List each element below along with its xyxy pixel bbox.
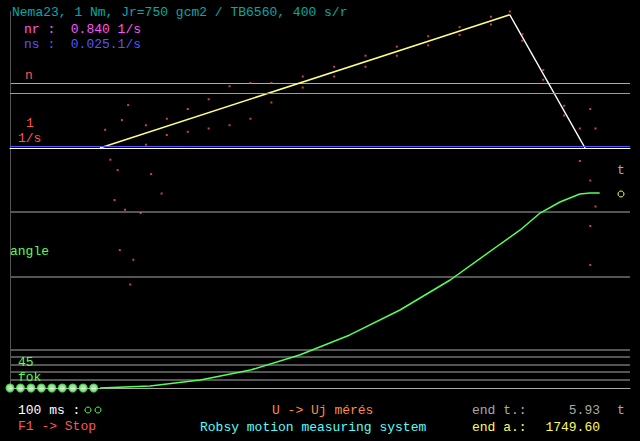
svg-text:Nema23, 1 Nm, Jr=750 gcm2 / TB: Nema23, 1 Nm, Jr=750 gcm2 / TB6560, 400 … bbox=[12, 5, 347, 20]
svg-text:100 ms :: 100 ms : bbox=[18, 403, 80, 418]
svg-text:t: t bbox=[617, 163, 625, 178]
svg-text:ns : 0.025.1/s: ns : 0.025.1/s bbox=[24, 37, 141, 52]
svg-text:45: 45 bbox=[18, 355, 34, 370]
svg-text:nr : 0.840 1/s: nr : 0.840 1/s bbox=[24, 22, 141, 37]
svg-text:1: 1 bbox=[26, 116, 34, 131]
svg-text:t: t bbox=[617, 403, 625, 418]
svg-text:1/s: 1/s bbox=[18, 131, 41, 146]
svg-text:end a.:: end a.: bbox=[472, 420, 527, 435]
svg-text:1749.60: 1749.60 bbox=[545, 420, 600, 435]
svg-text:fok: fok bbox=[18, 370, 42, 385]
svg-text:end t.:: end t.: bbox=[472, 403, 527, 418]
svg-text:angle: angle bbox=[10, 244, 49, 259]
svg-text:Robsy motion measuring system: Robsy motion measuring system bbox=[200, 420, 426, 435]
svg-text:F1 -> Stop: F1 -> Stop bbox=[18, 419, 96, 434]
svg-text:5.93: 5.93 bbox=[569, 403, 600, 418]
svg-text:n: n bbox=[25, 68, 33, 83]
svg-text:U -> Uj mérés: U -> Uj mérés bbox=[272, 403, 373, 418]
